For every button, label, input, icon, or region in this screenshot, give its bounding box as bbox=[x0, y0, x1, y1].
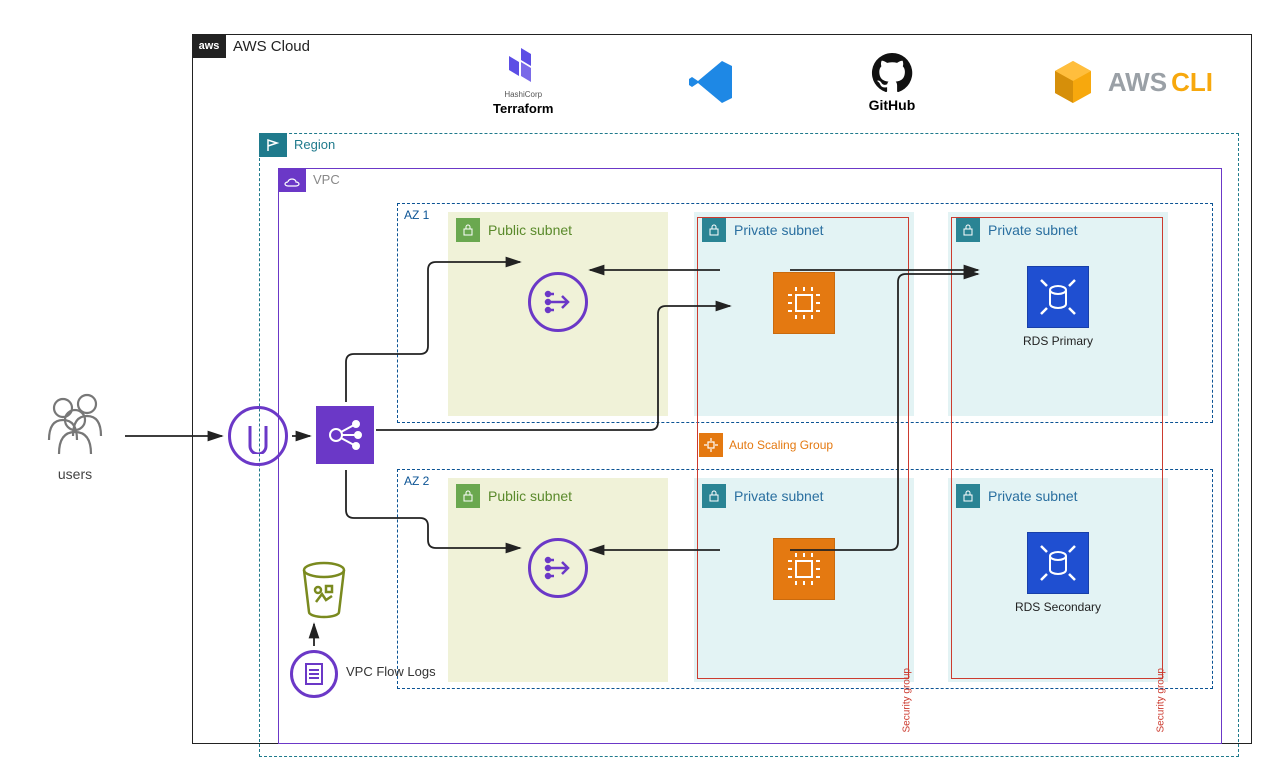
aws-badge-text: aws bbox=[199, 40, 220, 52]
az2-public-subnet: Public subnet bbox=[448, 478, 668, 682]
asg-label: Auto Scaling Group bbox=[729, 438, 833, 452]
vscode-logo bbox=[686, 57, 736, 107]
vpc-badge bbox=[278, 168, 306, 192]
internet-gateway-icon bbox=[228, 406, 288, 466]
github-logo: GitHub bbox=[869, 51, 916, 113]
vpc-container: VPC AZ 1 Public subnet bbox=[278, 168, 1222, 744]
lock-icon bbox=[456, 484, 480, 508]
awscli-aws-text: AWS bbox=[1108, 67, 1167, 98]
vpc-label: VPC bbox=[313, 172, 340, 187]
lock-icon bbox=[456, 218, 480, 242]
region-badge bbox=[259, 133, 287, 157]
awscli-cli-text: CLI bbox=[1171, 67, 1213, 98]
logo-row: HashiCorp Terraform GitHub AWS CLI bbox=[493, 47, 1213, 117]
aws-cloud-container: aws AWS Cloud HashiCorp Terraform GitHub… bbox=[192, 34, 1252, 744]
public-subnet-label: Public subnet bbox=[488, 488, 572, 504]
s3-bucket-icon bbox=[298, 560, 350, 625]
region-label: Region bbox=[294, 137, 335, 152]
az1-label: AZ 1 bbox=[404, 208, 429, 222]
security-group-rds: Security group bbox=[951, 217, 1163, 679]
users-block: users bbox=[20, 390, 130, 482]
security-group-label: Security group bbox=[1155, 668, 1166, 732]
aws-cloud-label: AWS Cloud bbox=[233, 38, 310, 55]
az1-public-subnet: Public subnet bbox=[448, 212, 668, 416]
users-label: users bbox=[20, 466, 130, 482]
az2-label: AZ 2 bbox=[404, 474, 429, 488]
load-balancer-icon bbox=[316, 406, 374, 464]
security-group-label: Security group bbox=[901, 668, 912, 732]
github-label: GitHub bbox=[869, 97, 916, 113]
aws-badge: aws bbox=[192, 34, 226, 58]
asg-badge: Auto Scaling Group bbox=[699, 433, 833, 457]
awscli-logo: AWS CLI bbox=[1048, 57, 1213, 107]
nat-gateway-icon bbox=[528, 272, 588, 332]
flow-logs-label: VPC Flow Logs bbox=[346, 664, 436, 679]
diagram-canvas: users aws AWS Cloud HashiCorp Terraform … bbox=[10, 10, 1270, 758]
public-subnet-label: Public subnet bbox=[488, 222, 572, 238]
asg-icon bbox=[699, 433, 723, 457]
terraform-sublabel: HashiCorp bbox=[504, 90, 542, 99]
flow-logs-icon bbox=[290, 650, 338, 698]
terraform-label: Terraform bbox=[493, 101, 553, 116]
nat-gateway-icon bbox=[528, 538, 588, 598]
users-icon bbox=[35, 390, 115, 460]
terraform-logo: HashiCorp Terraform bbox=[493, 48, 553, 116]
